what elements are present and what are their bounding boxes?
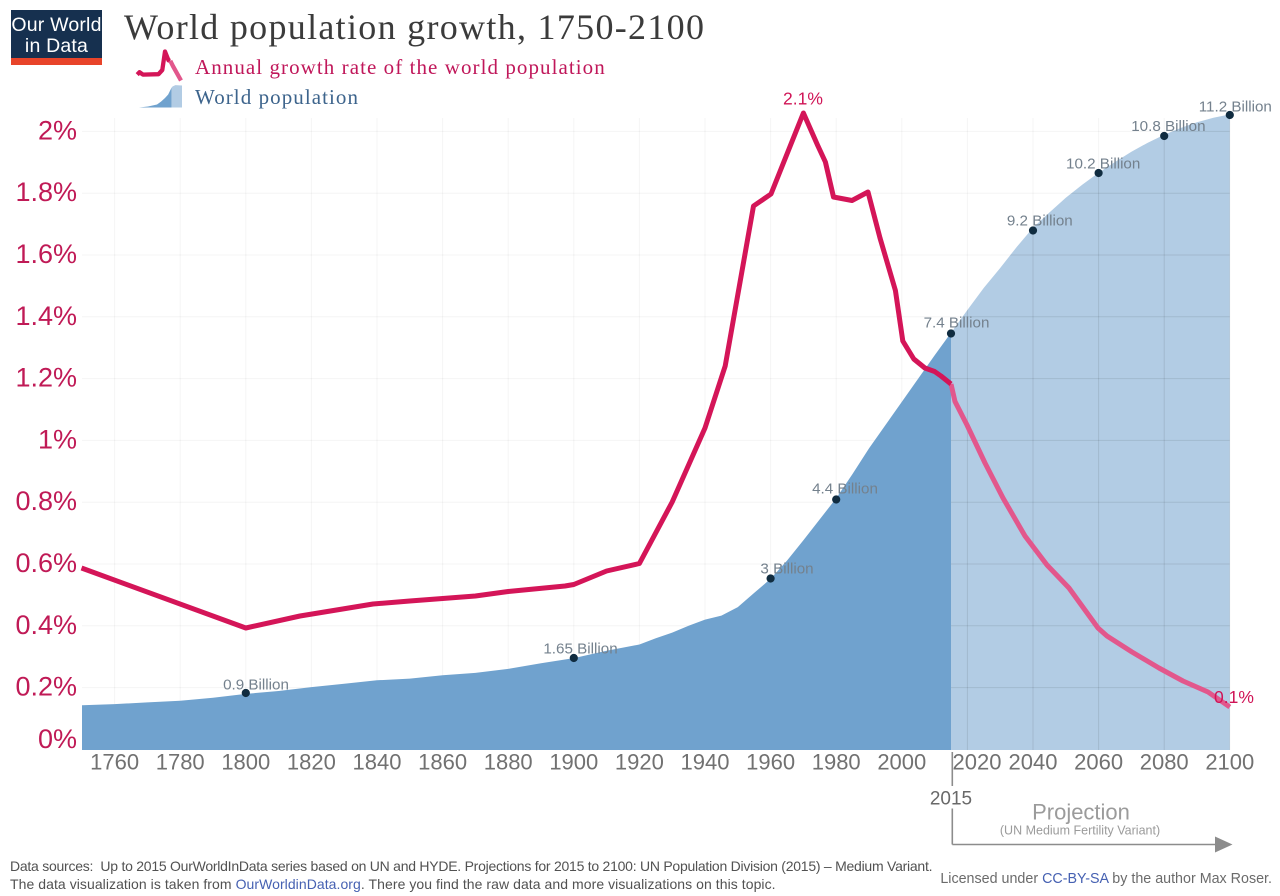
svg-text:2060: 2060 [1074,750,1123,775]
svg-text:10.2 Billion: 10.2 Billion [1066,156,1140,173]
svg-text:2040: 2040 [1009,750,1058,775]
svg-text:3 Billion: 3 Billion [760,561,813,578]
svg-text:1920: 1920 [615,750,664,775]
svg-text:1840: 1840 [353,750,402,775]
svg-text:0%: 0% [38,724,77,754]
svg-text:10.8 Billion: 10.8 Billion [1131,118,1205,135]
svg-text:1940: 1940 [681,750,730,775]
svg-text:1980: 1980 [812,750,861,775]
svg-text:1760: 1760 [90,750,139,775]
svg-text:0.1%: 0.1% [1214,687,1254,707]
svg-text:1.6%: 1.6% [15,239,77,269]
svg-text:1860: 1860 [418,750,467,775]
svg-text:(UN Medium Fertility Variant): (UN Medium Fertility Variant) [1000,824,1160,838]
svg-text:7.4 Billion: 7.4 Billion [924,314,990,331]
svg-text:2020: 2020 [953,750,1002,775]
svg-text:0.6%: 0.6% [15,548,77,578]
svg-text:2.1%: 2.1% [783,89,823,109]
svg-text:2000: 2000 [877,750,926,775]
svg-text:1.2%: 1.2% [15,363,77,393]
svg-text:9.2 Billion: 9.2 Billion [1007,213,1073,230]
svg-text:2080: 2080 [1140,750,1189,775]
svg-text:1.4%: 1.4% [15,301,77,331]
svg-text:0.2%: 0.2% [15,672,77,702]
svg-text:1780: 1780 [156,750,205,775]
svg-text:1800: 1800 [221,750,270,775]
svg-text:4.4 Billion: 4.4 Billion [812,481,878,498]
svg-text:0.9 Billion: 0.9 Billion [223,677,289,694]
svg-text:1880: 1880 [484,750,533,775]
svg-text:1820: 1820 [287,750,336,775]
svg-text:0.8%: 0.8% [15,486,77,516]
svg-text:2100: 2100 [1205,750,1254,775]
svg-text:2015: 2015 [930,789,972,810]
svg-text:0.4%: 0.4% [15,610,77,640]
svg-text:Projection: Projection [1032,800,1130,825]
svg-text:1960: 1960 [746,750,795,775]
svg-text:1900: 1900 [549,750,598,775]
svg-text:1%: 1% [38,424,77,454]
svg-text:1.8%: 1.8% [15,177,77,207]
svg-text:11.2 Billion: 11.2 Billion [1199,98,1272,115]
svg-text:1.65 Billion: 1.65 Billion [543,641,617,658]
svg-text:2%: 2% [38,115,77,145]
